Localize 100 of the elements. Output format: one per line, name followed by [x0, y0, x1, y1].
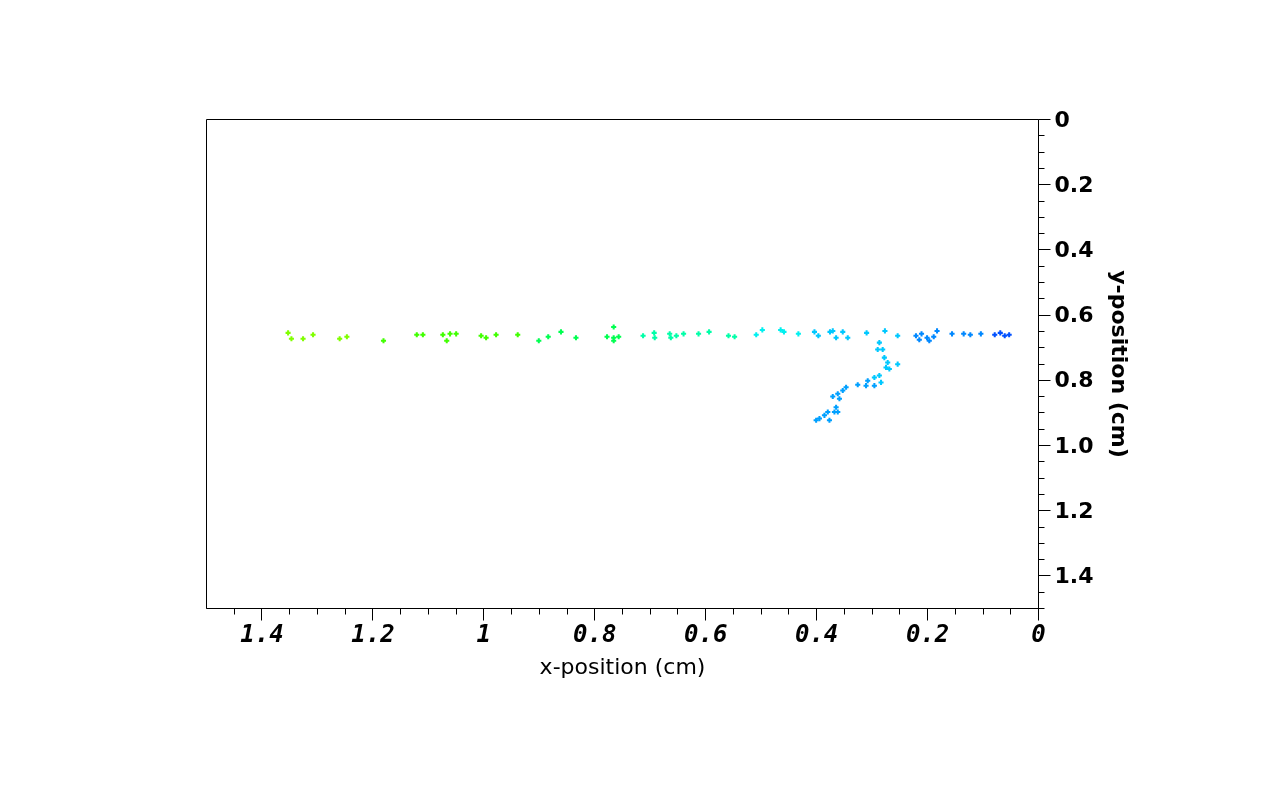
point: [918, 331, 925, 337]
point: [732, 334, 738, 340]
point: [886, 366, 892, 372]
y-tick-label: 0.8: [1054, 367, 1094, 393]
point: [835, 391, 841, 397]
x-tick-label: 1: [476, 619, 492, 648]
point: [895, 361, 901, 367]
point: [414, 332, 420, 338]
point: [843, 384, 849, 390]
point: [811, 329, 818, 335]
point: [871, 374, 877, 381]
point: [876, 340, 882, 346]
point: [706, 329, 712, 335]
point: [1002, 333, 1008, 339]
point: [300, 336, 306, 342]
point: [875, 346, 881, 353]
point: [640, 333, 646, 339]
point: [821, 412, 827, 418]
point: [885, 359, 891, 366]
point: [604, 334, 610, 340]
point: [934, 328, 940, 334]
point: [483, 335, 489, 341]
point: [344, 334, 350, 340]
point: [337, 336, 343, 342]
point: [826, 417, 832, 423]
point: [880, 346, 886, 353]
point: [855, 382, 861, 388]
point: [978, 331, 984, 337]
point: [420, 332, 426, 338]
point: [883, 364, 889, 370]
point: [878, 379, 884, 385]
point: [573, 335, 579, 341]
point: [447, 331, 453, 337]
point: [673, 333, 679, 339]
y-axis-title: y-position (cm): [1107, 270, 1133, 458]
y-tick-label: 0.4: [1054, 236, 1094, 262]
point: [759, 327, 765, 333]
point: [882, 328, 888, 334]
point: [558, 329, 564, 335]
point: [285, 330, 291, 336]
point: [651, 330, 657, 336]
point: [833, 335, 839, 341]
y-tick-label: 0.2: [1054, 171, 1094, 197]
point: [961, 331, 967, 337]
point: [881, 355, 887, 361]
point: [913, 333, 919, 339]
point: [545, 334, 551, 340]
y-tick-label: 1.2: [1054, 497, 1094, 523]
point: [681, 331, 687, 337]
point: [493, 332, 499, 338]
point: [536, 338, 542, 344]
point: [895, 333, 901, 339]
x-tick-label: 0.2: [905, 619, 950, 648]
point: [725, 333, 732, 339]
point: [753, 332, 759, 338]
point: [835, 409, 841, 415]
point: [453, 331, 459, 337]
y-tick-label: 1.0: [1054, 432, 1094, 458]
point: [440, 332, 446, 338]
point: [611, 324, 617, 330]
point: [444, 338, 450, 344]
point: [931, 334, 937, 340]
point: [916, 337, 922, 343]
point: [310, 332, 316, 338]
point: [865, 378, 871, 384]
point: [992, 332, 998, 338]
point: [833, 404, 839, 410]
point: [840, 388, 846, 394]
point: [652, 335, 658, 341]
point: [815, 333, 821, 339]
x-tick-label: 1.2: [351, 619, 395, 648]
point: [836, 396, 842, 402]
x-tick-label: 0.4: [794, 619, 839, 648]
point: [795, 331, 801, 337]
point: [830, 393, 836, 399]
point: [949, 331, 955, 337]
point: [863, 383, 869, 389]
point: [668, 335, 674, 341]
point: [876, 373, 882, 379]
point: [478, 333, 484, 339]
point: [380, 338, 387, 344]
y-tick-label: 1.4: [1054, 562, 1094, 588]
point: [967, 332, 973, 338]
point: [825, 409, 831, 415]
point: [997, 330, 1003, 336]
point: [288, 336, 294, 342]
x-tick-label: 0.8: [573, 619, 617, 648]
point: [515, 332, 521, 338]
point: [1006, 332, 1012, 338]
point: [871, 383, 877, 389]
x-tick-label: 1.4: [240, 619, 284, 648]
point: [840, 329, 846, 335]
point: [616, 334, 622, 340]
point: [864, 330, 870, 336]
y-tick-label: 0: [1054, 106, 1070, 132]
y-tick-label: 0.6: [1054, 302, 1094, 328]
x-tick-label: 0.6: [684, 619, 728, 648]
point: [845, 335, 851, 341]
x-axis-title: x-position (cm): [539, 653, 706, 679]
x-tick-label: 0: [1031, 619, 1046, 648]
